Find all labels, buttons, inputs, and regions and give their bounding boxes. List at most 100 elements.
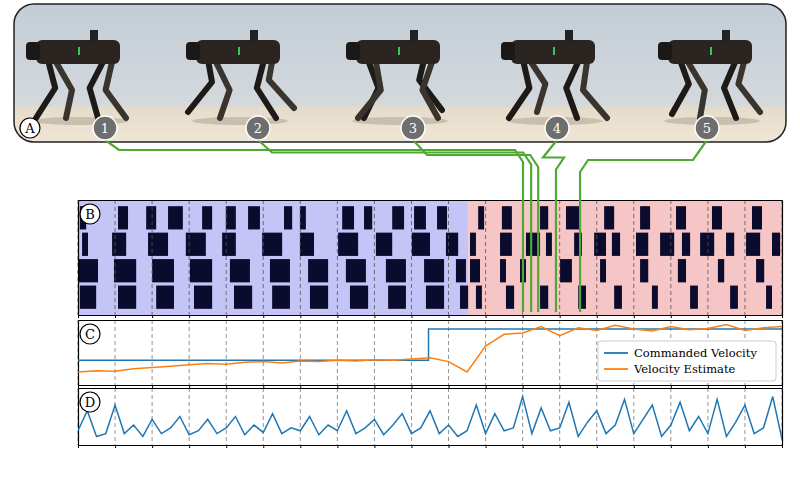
- x-tick-mark: [560, 315, 561, 318]
- stance-bar: [386, 259, 406, 282]
- stance-bar: [114, 259, 136, 282]
- stance-bar: [540, 286, 548, 309]
- stance-bar: [424, 259, 444, 282]
- figure: BCommanded VelocityVelocity EstimateCD12…: [0, 0, 800, 485]
- x-tick-mark: [374, 445, 375, 448]
- grid-line: [115, 388, 116, 445]
- robot-handle: [722, 30, 730, 42]
- x-tick: [597, 385, 598, 388]
- stance-bar: [148, 233, 168, 256]
- x-tick: [263, 445, 264, 448]
- panel-letter-circle: [80, 204, 100, 224]
- x-tick-mark: [226, 315, 227, 318]
- x-tick: [189, 315, 190, 318]
- stance-bar: [678, 259, 686, 282]
- x-tick: [449, 315, 450, 318]
- grid-line: [115, 320, 116, 385]
- stance-bar: [546, 233, 552, 256]
- robot-head: [501, 42, 515, 60]
- x-tick: [411, 445, 412, 448]
- frame-label: 4: [553, 121, 561, 136]
- robot-leg: [36, 60, 55, 118]
- robot-photo: [26, 30, 128, 125]
- x-tick-mark: [337, 445, 338, 448]
- robot-leg: [422, 62, 438, 118]
- x-tick-mark: [523, 445, 524, 448]
- stance-bar: [682, 233, 690, 256]
- x-tick-mark: [634, 445, 635, 448]
- x-tick-mark: [745, 385, 746, 388]
- grid-line: [78, 388, 79, 445]
- robot-light: [710, 47, 712, 55]
- x-tick: [745, 385, 746, 388]
- robot-head: [26, 42, 40, 60]
- y-axis: [78, 201, 79, 316]
- x-tick-mark: [523, 315, 524, 318]
- stance-bar: [300, 206, 306, 229]
- x-axis-line: [79, 315, 783, 316]
- frame-line: [782, 321, 783, 386]
- grid-line: [374, 320, 375, 385]
- stance-bar: [730, 286, 738, 309]
- x-tick-mark: [152, 315, 153, 318]
- legend-label: Commanded Velocity: [634, 346, 757, 360]
- grid-line: [152, 388, 153, 445]
- grid-line: [189, 320, 190, 385]
- frame-connector: [413, 140, 538, 312]
- x-tick: [671, 445, 672, 448]
- robot-leg: [509, 60, 529, 118]
- plot-area: [78, 200, 782, 315]
- stance-bar: [652, 286, 658, 309]
- x-tick-mark: [671, 315, 672, 318]
- panel-letter-circle: [20, 118, 40, 138]
- figure-svg: BCommanded VelocityVelocity EstimateCD12…: [0, 0, 800, 485]
- x-tick: [560, 445, 561, 448]
- x-tick-mark: [337, 385, 338, 388]
- x-tick: [115, 445, 116, 448]
- robot-handle: [410, 30, 418, 42]
- panel-letter-text: D: [85, 395, 95, 410]
- panel-letter: A: [20, 118, 40, 138]
- x-tick-mark: [300, 445, 301, 448]
- stance-bar: [614, 286, 622, 309]
- x-tick: [263, 315, 264, 318]
- frame-marker: [545, 116, 569, 140]
- stance-bar: [718, 259, 724, 282]
- x-tick-mark: [634, 315, 635, 318]
- panel-letter: C: [80, 324, 100, 344]
- frame-connector: [580, 140, 707, 312]
- x-tick-mark: [671, 385, 672, 388]
- frame-line: [79, 388, 783, 389]
- x-tick: [374, 385, 375, 388]
- x-tick-mark: [560, 385, 561, 388]
- x-tick: [745, 315, 746, 318]
- x-axis-line: [79, 445, 783, 446]
- x-tick-mark: [115, 445, 116, 448]
- frame-label: 2: [254, 121, 262, 136]
- x-tick: [300, 385, 301, 388]
- top-frame: [79, 320, 783, 321]
- robot-light: [553, 47, 555, 55]
- x-tick: [374, 445, 375, 448]
- x-tick-mark: [449, 385, 450, 388]
- x-tick: [411, 385, 412, 388]
- grid-line: [115, 200, 116, 315]
- robot-leg: [724, 60, 736, 118]
- stance-bar: [80, 286, 96, 309]
- robot-light: [78, 47, 80, 55]
- grid-line: [448, 388, 449, 445]
- x-tick: [337, 445, 338, 448]
- grid-line: [189, 388, 190, 445]
- connectors: [105, 140, 707, 312]
- legend: Commanded VelocityVelocity Estimate: [598, 341, 776, 381]
- robot-leg: [738, 62, 760, 112]
- grid-line: [411, 388, 412, 445]
- grid-line: [189, 200, 190, 315]
- robot-leg: [688, 62, 705, 118]
- stance-bar: [412, 233, 430, 256]
- stance-bar: [168, 206, 183, 229]
- frame-line: [782, 201, 783, 316]
- x-tick-mark: [486, 315, 487, 318]
- robot-photo: [186, 30, 294, 125]
- stance-bar: [502, 206, 512, 229]
